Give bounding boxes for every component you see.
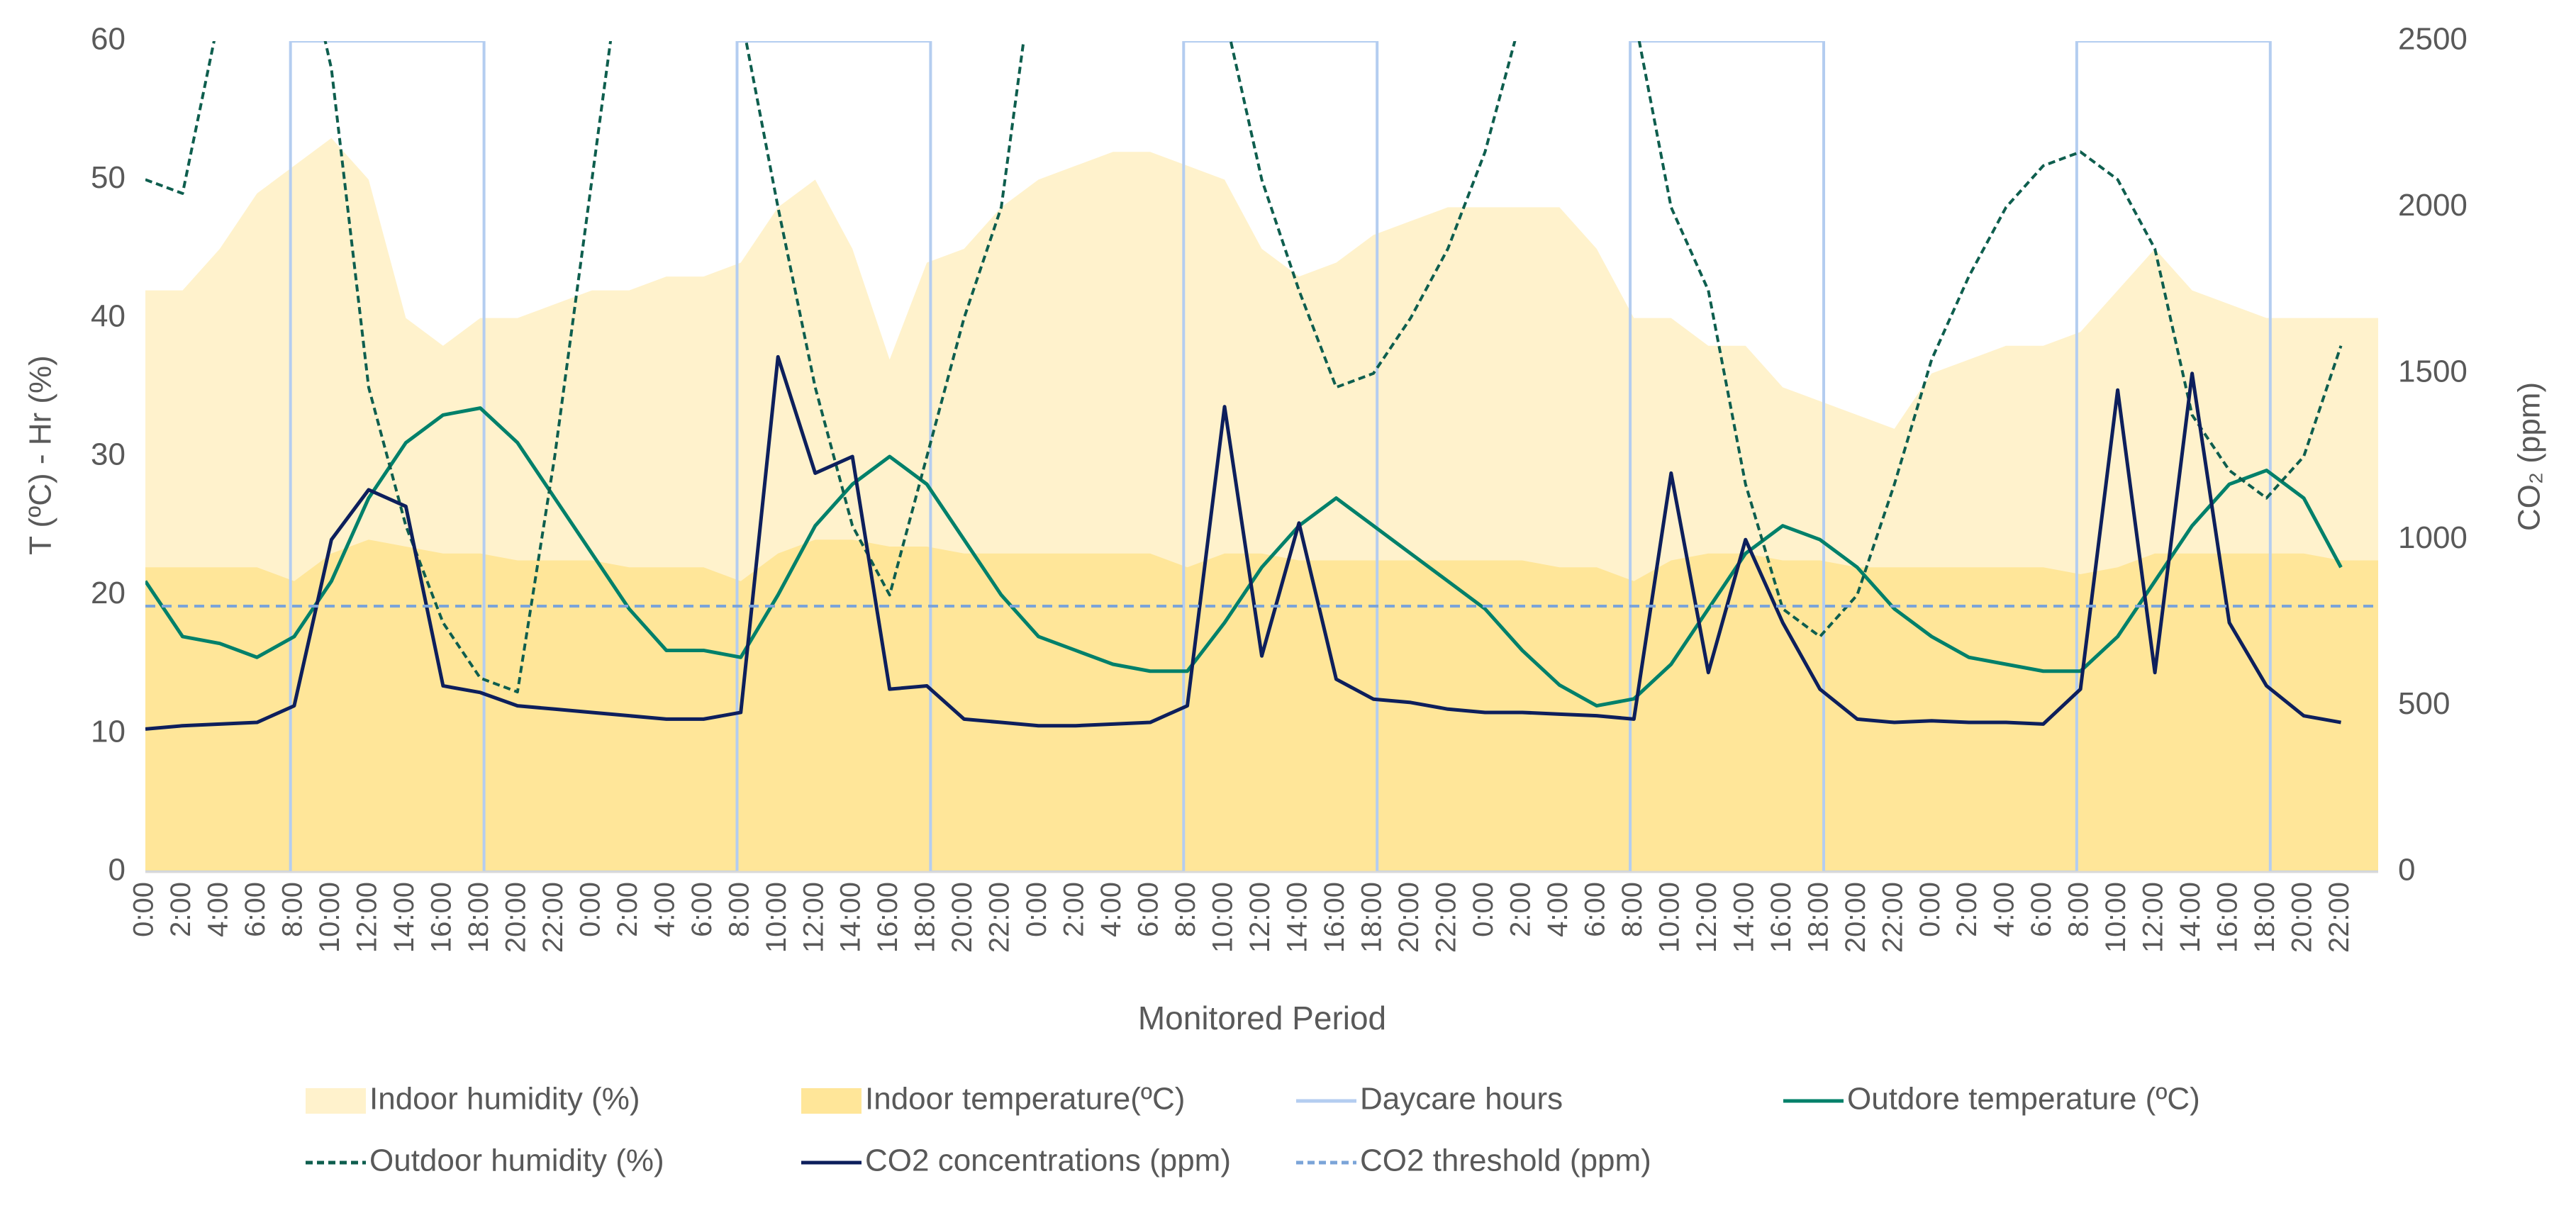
x-tick-label: 10:00 (761, 882, 792, 953)
x-tick-label: 6:00 (1133, 882, 1164, 937)
x-tick-label: 12:00 (1691, 882, 1722, 953)
x-tick-label: 20:00 (2287, 882, 2318, 953)
x-tick-label: 4:00 (203, 882, 234, 937)
y-tick-label: 0 (108, 853, 126, 888)
x-tick-label: 0:00 (574, 882, 606, 937)
x-tick-label: 22:00 (1877, 882, 1908, 953)
x-tick-label: 0:00 (1021, 882, 1052, 937)
y2-tick-label: 2500 (2398, 22, 2468, 57)
x-tick-label: 18:00 (1802, 882, 1834, 953)
x-tick-label: 18:00 (910, 882, 941, 953)
x-tick-label: 10:00 (314, 882, 345, 953)
y2-tick-label: 0 (2398, 853, 2415, 888)
x-tick-label: 22:00 (1430, 882, 1461, 953)
x-tick-label: 14:00 (2175, 882, 2206, 953)
x-tick-label: 12:00 (2138, 882, 2169, 953)
x-tick-label: 2:00 (612, 882, 643, 937)
legend-swatch (306, 1088, 366, 1114)
x-tick-label: 18:00 (1356, 882, 1388, 953)
area (145, 539, 2378, 872)
legend-swatch (801, 1088, 862, 1114)
legend: Indoor humidity (%) Indoor temperature(ºC… (306, 1082, 2200, 1178)
x-tick-label: 6:00 (240, 882, 271, 937)
x-tick-label: 22:00 (984, 882, 1015, 953)
x-tick-label: 2:00 (1505, 882, 1536, 937)
x-tick-label: 16:00 (872, 882, 903, 953)
x-tick-label: 16:00 (425, 882, 457, 953)
x-tick-label: 4:00 (649, 882, 680, 937)
x-tick-label: 4:00 (1095, 882, 1127, 937)
x-tick-label: 12:00 (1244, 882, 1276, 953)
legend-label: Outdore temperature (ºC) (1847, 1082, 2200, 1117)
plot-area (145, 41, 2378, 872)
x-tick-label: 2:00 (1059, 882, 1090, 937)
x-tick-label: 22:00 (2324, 882, 2355, 953)
x-tick-label: 16:00 (1319, 882, 1350, 953)
y-tick-label: 10 (91, 714, 126, 749)
x-tick-label: 20:00 (500, 882, 531, 953)
y-tick-label: 60 (91, 22, 126, 57)
legend-label: Indoor humidity (%) (369, 1082, 640, 1117)
y-tick-label: 40 (91, 298, 126, 333)
x-tick-label: 0:00 (1914, 882, 1946, 937)
x-tick-label: 16:00 (2212, 882, 2243, 953)
x-tick-label: 10:00 (1208, 882, 1239, 953)
series-line (145, 354, 2341, 731)
legend-label: Daycare hours (1360, 1082, 1563, 1117)
legend-label: CO2 threshold (ppm) (1360, 1143, 1651, 1178)
y2-tick-label: 1500 (2398, 354, 2468, 388)
x-tick-label: 20:00 (947, 882, 978, 953)
x-tick-label: 20:00 (1393, 882, 1424, 953)
x-tick-label: 14:00 (835, 882, 866, 953)
x-tick-label: 12:00 (351, 882, 382, 953)
series-line (145, 406, 2343, 708)
y2-tick-label: 1000 (2398, 520, 2468, 555)
y-tick-label: 30 (91, 437, 126, 472)
x-tick-label: 8:00 (723, 882, 754, 937)
legend-label: Outdoor humidity (%) (369, 1143, 664, 1178)
x-tick-label: 8:00 (2063, 882, 2095, 937)
x-tick-label: 14:00 (389, 882, 420, 953)
y2-axis-title: CO₂ (ppm) (2512, 382, 2547, 531)
x-tick-label: 6:00 (2026, 882, 2057, 937)
x-tick-label: 14:00 (1282, 882, 1313, 953)
x-tick-label: 6:00 (686, 882, 718, 937)
x-tick-label: 0:00 (1468, 882, 1499, 937)
y2-tick-label: 2000 (2398, 188, 2468, 223)
x-tick-label: 20:00 (1840, 882, 1871, 953)
x-tick-label: 10:00 (2100, 882, 2131, 953)
x-tick-label: 18:00 (2249, 882, 2280, 953)
legend-label: Indoor temperature(ºC) (865, 1082, 1185, 1117)
daycare-hours (145, 41, 2378, 872)
x-tick-label: 4:00 (1542, 882, 1573, 937)
x-tick-label: 14:00 (1728, 882, 1759, 953)
y-axis-title: T (ºC) - Hr (%) (23, 355, 58, 555)
x-tick-label: 0:00 (128, 882, 160, 937)
x-tick-label: 6:00 (1579, 882, 1610, 937)
y2-tick-label: 500 (2398, 686, 2450, 721)
x-tick-label: 18:00 (463, 882, 494, 953)
x-tick-label: 22:00 (537, 882, 569, 953)
legend-label: CO2 concentrations (ppm) (865, 1143, 1231, 1178)
x-tick-label: 8:00 (1170, 882, 1201, 937)
x-tick-label: 8:00 (1617, 882, 1648, 937)
y-tick-label: 50 (91, 160, 126, 195)
x-axis-title: Monitored Period (1138, 1000, 1386, 1036)
x-tick-label: 8:00 (277, 882, 308, 937)
x-tick-label: 12:00 (798, 882, 829, 953)
x-tick-label: 4:00 (1989, 882, 2020, 937)
x-tick-label: 2:00 (165, 882, 196, 937)
y-tick-label: 20 (91, 576, 126, 610)
x-tick-label: 10:00 (1654, 882, 1685, 953)
x-tick-label: 2:00 (1951, 882, 1983, 937)
x-tick-label: 16:00 (1766, 882, 1797, 953)
